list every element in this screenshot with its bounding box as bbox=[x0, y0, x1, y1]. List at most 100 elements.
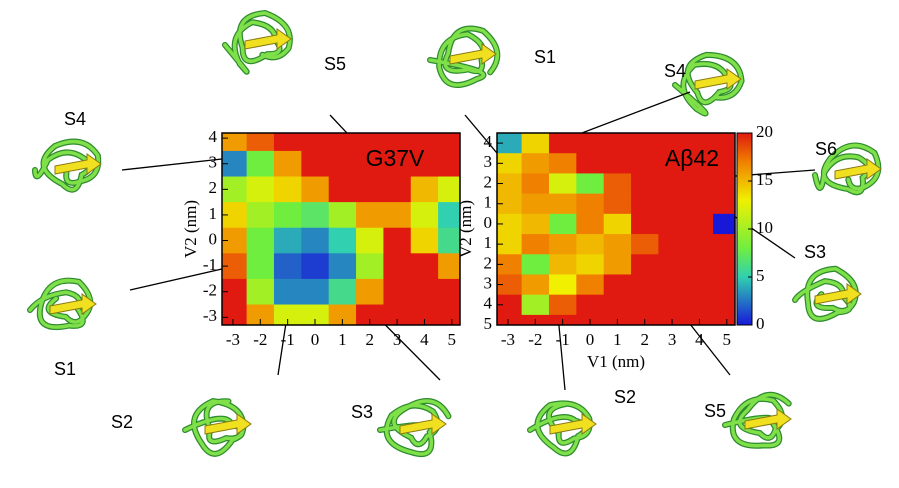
sheet bbox=[450, 44, 496, 64]
heat-cell bbox=[686, 295, 714, 316]
heat-cell bbox=[658, 194, 686, 215]
heat-cell bbox=[604, 274, 632, 295]
heat-cell bbox=[549, 194, 577, 215]
heat-cell bbox=[549, 133, 577, 154]
x-tick-label: 0 bbox=[311, 330, 320, 349]
heat-cell bbox=[356, 279, 384, 305]
y-tick-label: 2 bbox=[209, 178, 218, 197]
heat-cell bbox=[549, 254, 577, 275]
heat-cell bbox=[631, 173, 659, 194]
heat-cell bbox=[604, 214, 632, 235]
heat-cell bbox=[247, 253, 275, 279]
heat-cell bbox=[301, 253, 329, 279]
state-label: S1 bbox=[534, 47, 556, 67]
heat-cell bbox=[522, 254, 550, 275]
heat-cell bbox=[604, 133, 632, 154]
heat-cell bbox=[274, 253, 302, 279]
colorbar-tick-label: 20 bbox=[756, 122, 773, 141]
heat-cell bbox=[383, 228, 411, 254]
heat-cell bbox=[576, 214, 604, 235]
state-label: S3 bbox=[804, 242, 826, 262]
heat-cell bbox=[247, 228, 275, 254]
y-axis-label: V2 (nm) bbox=[456, 200, 475, 258]
heat-cell bbox=[522, 234, 550, 255]
heat-cell bbox=[522, 173, 550, 194]
heat-cell bbox=[247, 177, 275, 203]
heat-cell bbox=[686, 214, 714, 235]
heat-cell bbox=[274, 177, 302, 203]
x-tick-label: 4 bbox=[695, 330, 704, 349]
heat-cell bbox=[604, 254, 632, 275]
heat-cell bbox=[549, 274, 577, 295]
x-tick-label: 1 bbox=[338, 330, 347, 349]
y-tick-label: -1 bbox=[203, 255, 217, 274]
y-tick-label: -2 bbox=[203, 281, 217, 300]
heat-cell bbox=[658, 295, 686, 316]
heat-cell bbox=[356, 228, 384, 254]
heat-cell bbox=[329, 202, 357, 228]
panel-title: Aβ42 bbox=[665, 145, 719, 171]
heat-cell bbox=[686, 274, 714, 295]
x-tick-label: -3 bbox=[501, 330, 515, 349]
y-tick-label: 4 bbox=[484, 132, 493, 151]
x-tick-label: -2 bbox=[253, 330, 267, 349]
heat-cell bbox=[274, 228, 302, 254]
x-tick-label: -2 bbox=[528, 330, 542, 349]
heat-cell bbox=[631, 234, 659, 255]
heat-cell bbox=[301, 125, 329, 151]
y-axis-label: V2 (nm) bbox=[181, 200, 200, 258]
heat-cell bbox=[274, 151, 302, 177]
y-tick-label: 5 bbox=[484, 314, 493, 333]
x-tick-label: 3 bbox=[668, 330, 677, 349]
heat-cell bbox=[383, 279, 411, 305]
heat-cell bbox=[631, 274, 659, 295]
heat-cell bbox=[411, 253, 439, 279]
heat-cell bbox=[329, 253, 357, 279]
heat-cell bbox=[522, 274, 550, 295]
y-tick-label: 1 bbox=[484, 193, 493, 212]
colorbar-tick-label: 15 bbox=[756, 170, 773, 189]
y-tick-label: 4 bbox=[484, 294, 493, 313]
state-label: S1 bbox=[54, 359, 76, 379]
y-tick-label: 0 bbox=[209, 229, 218, 248]
heat-cell bbox=[301, 305, 329, 331]
heat-cell bbox=[549, 295, 577, 316]
sheet bbox=[695, 69, 741, 89]
heat-cell bbox=[329, 228, 357, 254]
heat-cell bbox=[686, 254, 714, 275]
heat-cell bbox=[522, 153, 550, 174]
y-tick-label: 0 bbox=[484, 213, 493, 232]
y-tick-label: 3 bbox=[209, 153, 218, 172]
heat-cell bbox=[658, 254, 686, 275]
heat-cell bbox=[522, 214, 550, 235]
heat-cell bbox=[411, 305, 439, 331]
heat-cell bbox=[329, 305, 357, 331]
heat-cell bbox=[604, 295, 632, 316]
heat-cell bbox=[576, 234, 604, 255]
heat-cell bbox=[329, 177, 357, 203]
heat-cell bbox=[329, 279, 357, 305]
state-label: S2 bbox=[111, 412, 133, 432]
heat-cell bbox=[604, 153, 632, 174]
x-tick-label: 5 bbox=[723, 330, 732, 349]
x-tick-label: 3 bbox=[393, 330, 402, 349]
heatmap bbox=[219, 125, 466, 330]
heat-cell bbox=[631, 214, 659, 235]
heat-cell bbox=[356, 177, 384, 203]
state-label: S5 bbox=[704, 401, 726, 421]
heat-cell bbox=[247, 202, 275, 228]
heat-cell bbox=[274, 305, 302, 331]
heat-cell bbox=[658, 234, 686, 255]
heat-cell bbox=[301, 151, 329, 177]
heat-cell bbox=[631, 194, 659, 215]
heat-cell bbox=[438, 279, 466, 305]
x-tick-label: 4 bbox=[420, 330, 429, 349]
sheet bbox=[245, 29, 291, 49]
heat-cell bbox=[383, 177, 411, 203]
heat-cell bbox=[301, 202, 329, 228]
x-tick-label: -1 bbox=[281, 330, 295, 349]
figure: -3-2-1012345-3-2-101234V2 (nm)G37VS5S4S1… bbox=[0, 0, 899, 483]
heat-cell bbox=[383, 202, 411, 228]
heat-cell bbox=[604, 194, 632, 215]
heat-cell bbox=[438, 177, 466, 203]
